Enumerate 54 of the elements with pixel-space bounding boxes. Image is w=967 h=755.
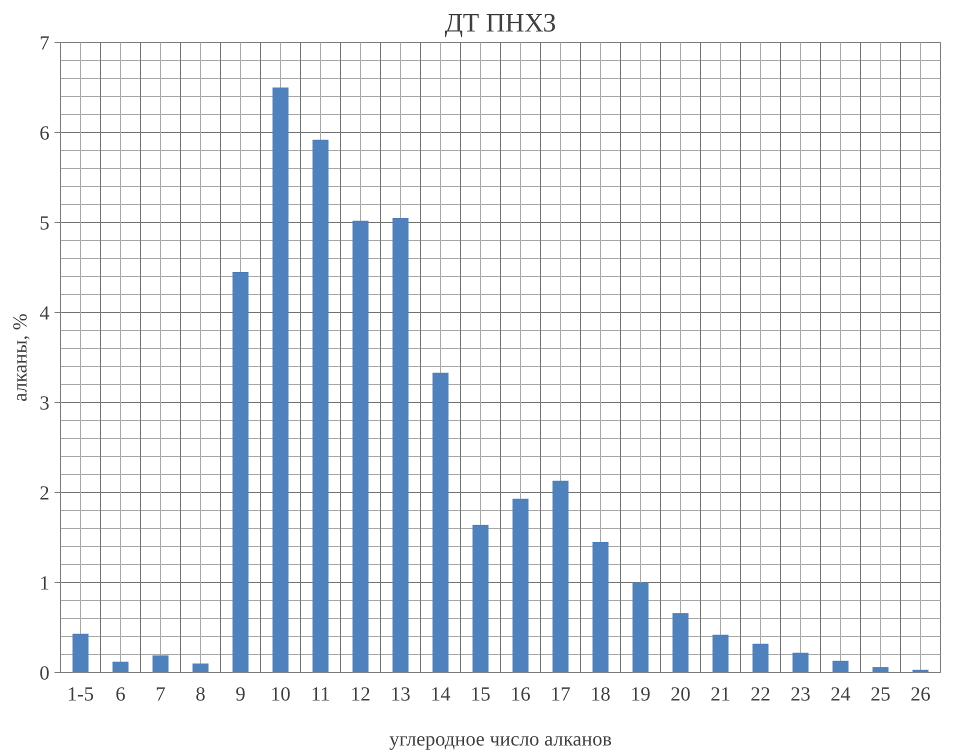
bar [552,480,568,672]
y-axis-title: алканы, % [10,313,32,402]
y-tick-label: 5 [40,212,50,234]
x-tick-label: 19 [630,684,650,706]
x-tick-label: 25 [870,684,890,706]
x-tick-label: 12 [350,684,370,706]
x-tick-label: 14 [430,684,450,706]
x-axis-title: углеродное число алканов [389,728,612,750]
y-tick-label: 2 [40,482,50,504]
x-tick-label: 11 [310,684,330,706]
bar [432,372,448,672]
x-tick-label: 8 [196,684,206,706]
bar [472,524,488,672]
x-tick-label: 7 [156,684,166,706]
y-tick-label: 4 [40,302,50,324]
x-tick-label: 13 [390,684,410,706]
x-tick-label: 1-5 [67,684,94,706]
x-tick-label: 20 [670,684,690,706]
x-tick-label: 16 [510,684,530,706]
y-tick-label: 6 [40,122,50,144]
x-tick-label: 15 [470,684,490,706]
bar [312,140,328,672]
bar [672,613,688,672]
bar [192,664,208,672]
bar [272,88,288,672]
x-tick-label: 22 [750,684,770,706]
bar [632,582,648,672]
x-tick-label: 17 [550,684,570,706]
bar [592,542,608,672]
x-tick-label: 21 [710,684,730,706]
y-tick-label: 3 [40,392,50,414]
x-tick-label: 24 [830,684,850,706]
bar [712,634,728,672]
bar [72,634,88,672]
chart-title: ДТ ПНХЗ [444,8,556,38]
x-tick-label: 9 [236,684,246,706]
x-tick-label: 18 [590,684,610,706]
bar [832,660,848,672]
bar [352,220,368,672]
bar [752,644,768,672]
x-tick-label: 26 [910,684,930,706]
bar [112,662,128,672]
x-tick-label: 23 [790,684,810,706]
bar [512,498,528,672]
y-tick-label: 7 [40,32,50,54]
bar [232,272,248,672]
bar [792,652,808,672]
x-tick-label: 10 [270,684,290,706]
bar [872,667,888,672]
y-tick-label: 0 [40,662,50,684]
x-tick-label: 6 [116,684,126,706]
bar [392,218,408,672]
bar [152,655,168,672]
y-tick-label: 1 [40,572,50,594]
